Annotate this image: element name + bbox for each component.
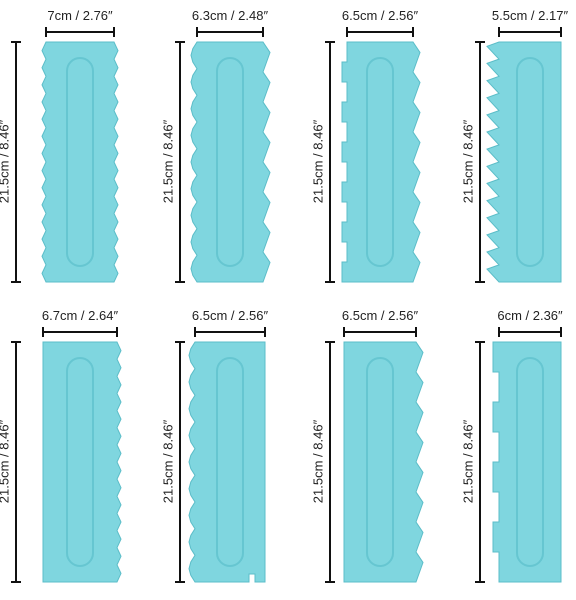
- width-label: 6.5cm / 2.56″: [341, 308, 419, 323]
- width-label: 5.5cm / 2.17″: [491, 8, 569, 23]
- height-dimension-line: [325, 41, 335, 283]
- height-dimension-line: [175, 41, 185, 283]
- scraper-item: 5.5cm / 2.17″ 21.5cm / 8.46″: [450, 0, 576, 300]
- scraper-figure: [175, 27, 271, 283]
- height-dimension-line: [175, 341, 185, 583]
- handle-slot: [216, 57, 244, 267]
- width-dimension-line: [42, 327, 118, 337]
- scraper-item: 6.3cm / 2.48″ 21.5cm / 8.46″: [150, 0, 294, 300]
- handle-slot: [366, 57, 394, 267]
- width-label: 6.3cm / 2.48″: [191, 8, 269, 23]
- height-dimension-line: [475, 41, 485, 283]
- width-dimension-line: [346, 27, 414, 37]
- scraper-body: [190, 41, 271, 283]
- height-dimension-line: [325, 341, 335, 583]
- height-label: 21.5cm / 8.46″: [310, 119, 326, 204]
- height-dimension-line: [475, 341, 485, 583]
- scraper-body: [492, 341, 562, 583]
- scraper-body: [341, 41, 421, 283]
- scraper-figure: [325, 27, 421, 283]
- width-dimension-line: [343, 327, 417, 337]
- height-label: 21.5cm / 8.46″: [460, 119, 476, 204]
- height-dimension-line: [11, 41, 21, 283]
- width-label: 6cm / 2.36″: [497, 308, 563, 323]
- handle-slot: [66, 57, 94, 267]
- width-dimension-line: [498, 327, 562, 337]
- scraper-item: 6.5cm / 2.56″ 21.5cm / 8.46″: [300, 300, 444, 600]
- scraper-figure: [325, 327, 424, 583]
- scraper-figure: [175, 327, 266, 583]
- scraper-figure: [475, 27, 562, 283]
- scraper-body: [188, 341, 266, 583]
- width-label: 7cm / 2.76″: [47, 8, 113, 23]
- width-label: 6.5cm / 2.56″: [191, 308, 269, 323]
- scraper-item: 6.7cm / 2.64″ 21.5cm / 8.46″: [0, 300, 144, 600]
- scraper-item: 7cm / 2.76″ 21.5cm / 8.46″: [0, 0, 144, 300]
- handle-slot: [516, 57, 544, 267]
- height-label: 21.5cm / 8.46″: [310, 419, 326, 504]
- scraper-item: 6cm / 2.36″ 21.5cm / 8.46″: [450, 300, 576, 600]
- width-dimension-line: [194, 327, 266, 337]
- scraper-body: [42, 341, 122, 583]
- width-label: 6.7cm / 2.64″: [41, 308, 119, 323]
- width-dimension-line: [45, 27, 115, 37]
- handle-slot: [366, 357, 394, 567]
- height-label: 21.5cm / 8.46″: [0, 419, 12, 504]
- scraper-figure: [11, 327, 122, 583]
- scraper-item: 6.5cm / 2.56″ 21.5cm / 8.46″: [300, 0, 444, 300]
- handle-slot: [516, 357, 544, 567]
- width-label: 6.5cm / 2.56″: [341, 8, 419, 23]
- scraper-figure: [11, 27, 119, 283]
- height-label: 21.5cm / 8.46″: [160, 119, 176, 204]
- scraper-body: [41, 41, 119, 283]
- handle-slot: [216, 357, 244, 567]
- scraper-item: 6.5cm / 2.56″ 21.5cm / 8.46″: [150, 300, 294, 600]
- height-label: 21.5cm / 8.46″: [0, 119, 12, 204]
- height-label: 21.5cm / 8.46″: [160, 419, 176, 504]
- height-dimension-line: [11, 341, 21, 583]
- width-dimension-line: [498, 27, 562, 37]
- scraper-body: [486, 41, 562, 283]
- width-dimension-line: [196, 27, 264, 37]
- scraper-body: [343, 341, 424, 583]
- height-label: 21.5cm / 8.46″: [460, 419, 476, 504]
- handle-slot: [66, 357, 94, 567]
- scraper-figure: [475, 327, 562, 583]
